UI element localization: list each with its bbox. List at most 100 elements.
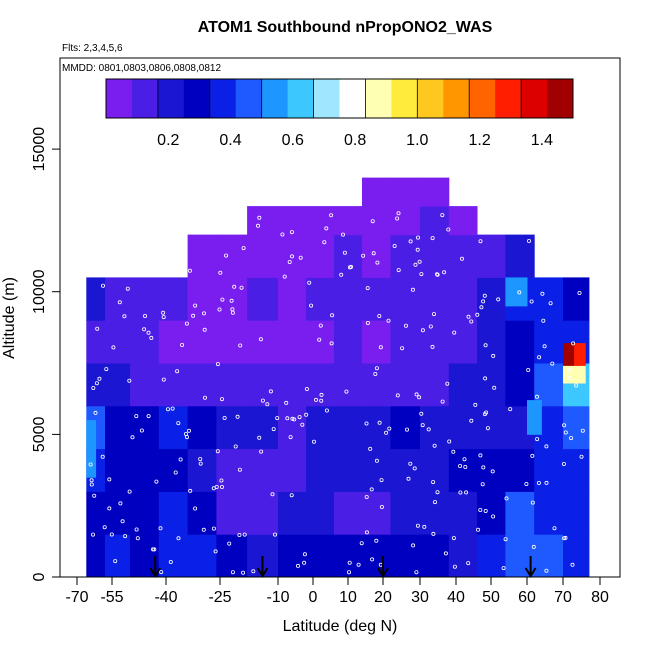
heatmap-cell bbox=[187, 363, 217, 407]
sample-marker bbox=[329, 213, 334, 218]
sample-marker bbox=[304, 386, 309, 391]
sample-marker bbox=[349, 264, 354, 269]
sample-marker bbox=[265, 402, 270, 407]
x-tick-label: 10 bbox=[339, 589, 357, 606]
sample-marker bbox=[414, 570, 419, 575]
heatmap-cell bbox=[505, 448, 535, 492]
sample-marker bbox=[524, 481, 529, 486]
heatmap-cell bbox=[390, 534, 421, 577]
heatmap-cell bbox=[158, 534, 189, 577]
colorbar-tick-labels: 0.2 0.4 0.6 0.8 1.0 1.2 1.4 bbox=[157, 132, 553, 149]
heatmap-cell bbox=[216, 448, 248, 492]
sample-marker bbox=[469, 418, 474, 423]
heatmap-cell bbox=[534, 491, 564, 535]
heatmap-cell bbox=[448, 534, 478, 577]
heatmap-cell bbox=[247, 448, 279, 492]
heatmap-cell bbox=[105, 405, 131, 450]
sample-marker bbox=[462, 457, 467, 462]
colorbar-segment bbox=[313, 79, 340, 118]
sample-marker bbox=[88, 462, 93, 467]
sample-marker bbox=[257, 215, 262, 220]
sample-marker bbox=[412, 466, 417, 471]
sample-marker bbox=[218, 270, 223, 275]
heatmap-cell bbox=[477, 405, 506, 450]
sample-marker bbox=[491, 353, 496, 358]
sample-marker bbox=[530, 500, 535, 505]
sample-marker bbox=[579, 454, 584, 459]
heatmap-cell bbox=[278, 320, 307, 364]
sample-marker bbox=[183, 431, 188, 436]
sample-marker bbox=[478, 453, 483, 458]
colorbar-segment bbox=[391, 79, 418, 118]
sample-marker bbox=[480, 482, 485, 487]
heatmap-cell bbox=[130, 320, 160, 364]
sample-marker bbox=[220, 297, 225, 302]
sample-marker bbox=[318, 323, 323, 328]
dates-label: MMDD: 0801,0803,0806,0808,0812 bbox=[62, 63, 221, 74]
x-tick-label: -70 bbox=[65, 589, 88, 606]
heatmap-cell bbox=[448, 405, 478, 450]
heatmap-cell bbox=[448, 234, 478, 278]
sample-marker bbox=[139, 428, 144, 433]
sample-marker bbox=[191, 313, 196, 318]
sample-marker bbox=[260, 398, 265, 403]
sample-marker bbox=[193, 506, 198, 511]
sample-marker bbox=[213, 549, 218, 554]
sample-marker bbox=[91, 532, 96, 537]
sample-marker bbox=[440, 399, 445, 404]
sample-marker bbox=[202, 395, 207, 400]
sample-marker bbox=[258, 337, 263, 342]
sample-marker bbox=[89, 482, 94, 487]
heatmap-cell bbox=[158, 448, 189, 492]
heatmap-cell bbox=[534, 320, 564, 364]
sample-marker bbox=[476, 527, 481, 532]
heatmap-cell bbox=[216, 405, 248, 450]
sample-marker bbox=[304, 412, 309, 417]
sample-marker bbox=[295, 563, 300, 568]
sample-marker bbox=[92, 493, 97, 498]
heatmap-cell bbox=[158, 320, 189, 364]
sample-marker bbox=[255, 223, 260, 228]
colorbar-segment bbox=[417, 79, 444, 118]
y-tick-label: 5000 bbox=[31, 417, 48, 453]
chart-title: ATOM1 Southbound nPropONO2_WAS bbox=[198, 19, 493, 36]
sample-marker bbox=[562, 423, 567, 428]
sample-marker bbox=[230, 570, 235, 575]
sample-marker bbox=[431, 480, 436, 485]
sample-marker bbox=[324, 408, 329, 413]
sample-marker bbox=[469, 319, 474, 324]
sample-marker bbox=[374, 458, 379, 463]
heatmap-cell bbox=[187, 320, 217, 364]
sample-marker bbox=[219, 478, 224, 483]
sample-marker bbox=[309, 303, 314, 308]
heatmap-cell bbox=[563, 491, 590, 535]
heatmap-cell bbox=[563, 534, 590, 577]
heatmap-cell bbox=[420, 363, 450, 407]
sample-marker bbox=[542, 344, 547, 349]
sample-marker bbox=[123, 534, 128, 539]
heatmap-cell bbox=[448, 363, 478, 407]
sample-marker bbox=[508, 407, 513, 412]
heatmap-cell bbox=[420, 206, 450, 236]
sample-marker bbox=[257, 435, 262, 440]
heatmap-cell bbox=[158, 363, 189, 407]
sample-marker bbox=[481, 299, 486, 304]
colorbar-tick-label: 0.2 bbox=[157, 132, 179, 149]
x-axis: -70 -55 -40 -25 -10 0 10 20 30 40 50 60 70 80 bbox=[65, 576, 609, 606]
heatmap-cell bbox=[278, 534, 307, 577]
sample-marker bbox=[411, 543, 416, 548]
sample-marker bbox=[201, 527, 206, 532]
heatmap-cell bbox=[563, 343, 575, 367]
colorbar-segment bbox=[443, 79, 470, 118]
heatmap-cell bbox=[306, 206, 335, 236]
y-axis: 0 5000 10000 15000 bbox=[31, 127, 61, 581]
sample-marker bbox=[101, 283, 106, 288]
sample-marker bbox=[536, 480, 541, 485]
heatmap-cell bbox=[130, 448, 160, 492]
colorbar-segment bbox=[131, 79, 159, 118]
heatmap-cell bbox=[362, 177, 391, 207]
sample-marker bbox=[201, 311, 206, 316]
heatmap-cell bbox=[362, 277, 391, 321]
heatmap-cell bbox=[216, 534, 248, 577]
sample-marker bbox=[501, 566, 506, 571]
